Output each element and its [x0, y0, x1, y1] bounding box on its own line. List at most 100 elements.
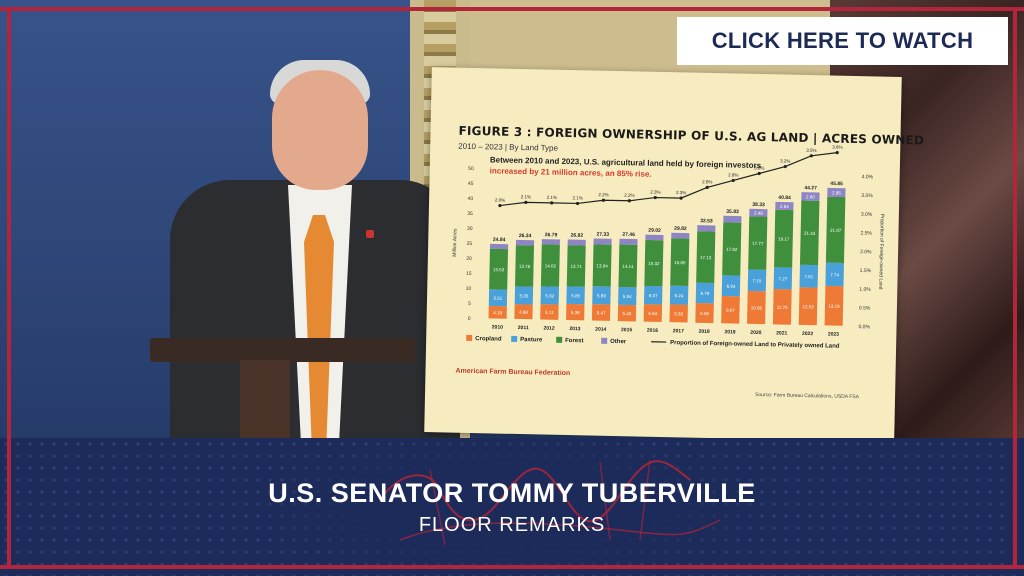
bar-value-label: 2.46: [754, 211, 763, 216]
y2-tick-label: 1.0%: [859, 287, 871, 293]
frame-border-bottom: [0, 565, 1024, 569]
bar-segment: [514, 286, 534, 305]
bar-value-label: 4.18: [493, 310, 502, 315]
proportion-point: [679, 196, 683, 200]
x-tick-label: 2014: [595, 327, 606, 333]
proportion-line: [499, 152, 838, 207]
bar-segment: [488, 305, 507, 319]
podium: [150, 338, 415, 362]
legend-swatch: [466, 334, 473, 342]
x-tick-label: 2013: [569, 326, 580, 332]
bar-value-label: 13.78: [519, 264, 531, 269]
bar-value-label: 7.74: [830, 272, 839, 277]
bar-segment: [799, 200, 820, 266]
bar-value-label: 5.99: [597, 293, 606, 298]
bar-value-label: 17.62: [726, 247, 738, 252]
bar-value-label: 6.94: [727, 284, 736, 289]
x-tick-label: 2022: [802, 331, 813, 337]
proportion-point: [550, 201, 554, 205]
bar-value-label: 2.64: [780, 204, 789, 209]
bar-segment: [799, 264, 819, 288]
bar-segment: [540, 286, 559, 305]
bar-value-label: 13.53: [493, 267, 505, 272]
bar-segment: [489, 248, 509, 290]
bar-value-label: 15.32: [648, 261, 660, 266]
bar-segment: [721, 296, 740, 324]
bar-segment: [825, 262, 844, 287]
bar-value-label: 11.76: [777, 305, 789, 310]
y-tick-label: 20: [466, 256, 472, 262]
bar-segment: [644, 239, 664, 287]
legend-label: Cropland: [475, 336, 502, 343]
x-tick-label: 2023: [828, 331, 839, 337]
bar-segment: [669, 285, 689, 305]
proportion-point: [757, 171, 761, 176]
bar-value-label: 10.95: [751, 305, 763, 310]
bar-total-label: 32.53: [700, 218, 713, 224]
bar-segment: [592, 244, 612, 287]
bar-value-label: 13.94: [596, 263, 608, 268]
proportion-point: [498, 203, 502, 208]
x-tick-label: 2018: [699, 329, 710, 335]
bar-total-label: 45.85: [830, 181, 843, 187]
proportion-label: 3.0%: [754, 165, 764, 170]
y-tick-label: 15: [466, 271, 472, 277]
bar-total-label: 29.82: [674, 226, 687, 232]
y2-tick-label: 0.5%: [859, 305, 871, 311]
bar-value-label: 6.79: [701, 291, 710, 296]
bar-segment: [540, 304, 559, 320]
bar-value-label: 7.51: [804, 274, 813, 279]
frame-border-top: [0, 7, 1024, 11]
bar-segment: [566, 303, 585, 321]
bar-value-label: 7.27: [778, 276, 787, 281]
bar-value-label: 7.15: [753, 278, 762, 283]
y2-tick-label: 0.0%: [858, 324, 870, 330]
bar-segment: [696, 231, 716, 284]
frame-border-right: [1013, 7, 1017, 569]
y-tick-label: 40: [467, 196, 473, 202]
bar-segment: [798, 287, 818, 326]
bar-segment: [592, 286, 611, 305]
y2-axis-label: Proportion of Foreign-owned Land: [877, 214, 885, 290]
bar-value-label: 14.14: [622, 264, 634, 269]
bar-total-label: 40.84: [778, 195, 791, 201]
bar-value-label: 14.02: [545, 263, 557, 268]
bar-segment: [670, 238, 690, 287]
bar-segment: [747, 290, 766, 325]
lower-third-banner: [0, 438, 1024, 576]
bar-value-label: 5.36: [571, 310, 580, 315]
chart-poster: FIGURE 3 : FOREIGN OWNERSHIP OF U.S. AG …: [424, 67, 924, 442]
proportion-label: 2.2%: [598, 192, 608, 197]
bar-segment: [488, 289, 508, 307]
bar-value-label: 15.80: [674, 260, 686, 265]
bar-value-label: 9.07: [726, 308, 735, 313]
bar-segment: [801, 192, 820, 201]
frame-border-left: [7, 7, 11, 569]
y2-tick-label: 3.0%: [861, 212, 873, 218]
banner-fade: [260, 438, 760, 576]
bar-segment: [514, 304, 533, 320]
x-tick-label: 2016: [647, 328, 658, 334]
bar-value-label: 2.95: [832, 190, 841, 195]
y-tick-label: 0: [468, 316, 471, 322]
bar-total-label: 26.34: [519, 233, 532, 239]
watch-button[interactable]: CLICK HERE TO WATCH: [677, 17, 1008, 65]
x-tick-label: 2010: [492, 324, 503, 330]
bar-segment: [591, 304, 611, 321]
proportion-label: 2.6%: [702, 179, 712, 184]
proportion-label: 3.2%: [780, 158, 790, 163]
bar-value-label: 12.53: [802, 304, 814, 309]
proportion-label: 2.2%: [624, 193, 634, 198]
x-tick-label: 2020: [750, 330, 761, 336]
bar-segment: [774, 209, 794, 268]
bar-segment: [748, 216, 768, 270]
bar-segment: [697, 225, 716, 232]
bar-segment: [567, 239, 586, 246]
bar-value-label: 19.17: [778, 237, 790, 242]
bar-value-label: 5.85: [571, 293, 580, 298]
event-subtitle: FLOOR REMARKS: [418, 514, 606, 536]
proportion-label: 3.5%: [806, 148, 816, 153]
y2-tick-label: 3.5%: [861, 193, 873, 199]
